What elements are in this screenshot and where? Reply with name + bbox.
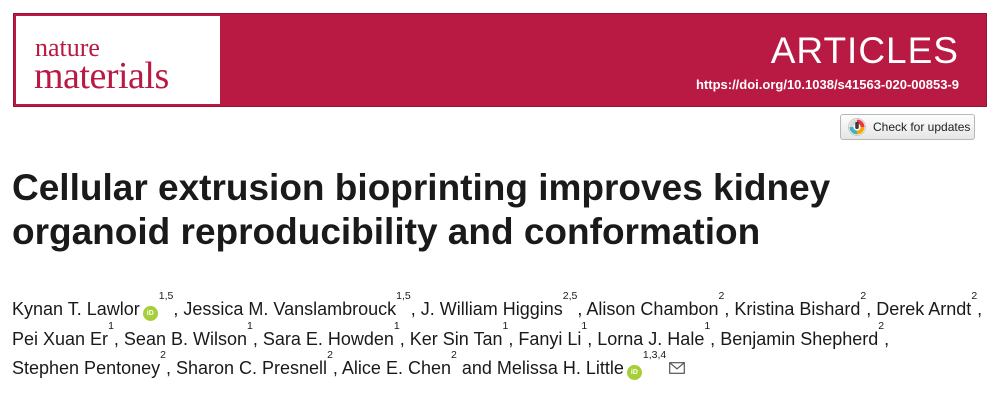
- author-name[interactable]: Benjamin Shepherd: [720, 328, 879, 349]
- author-14: Stephen Pentoney2: [12, 350, 166, 378]
- author-separator: ,: [724, 299, 735, 319]
- author-separator: ,: [977, 299, 983, 319]
- author-separator: ,: [508, 328, 519, 349]
- author-name[interactable]: Ker Sin Tan: [409, 328, 503, 349]
- affiliation-marker[interactable]: 2,5: [562, 290, 578, 302]
- author-12: Lorna J. Hale1: [597, 320, 710, 349]
- author-name[interactable]: Sharon C. Presnell: [175, 358, 328, 378]
- author-10: Ker Sin Tan1: [409, 320, 509, 349]
- author-separator: ,: [252, 328, 263, 349]
- author-8: Sean B. Wilson1: [123, 320, 253, 349]
- affiliation-marker[interactable]: 2: [878, 319, 885, 332]
- author-separator: and: [456, 358, 497, 378]
- orcid-icon[interactable]: iD: [142, 306, 158, 321]
- orcid-icon[interactable]: iD: [626, 365, 642, 380]
- affiliation-marker[interactable]: 2: [327, 349, 333, 361]
- affiliation-marker[interactable]: 2: [971, 290, 978, 302]
- author-9: Sara E. Howden1: [262, 320, 400, 349]
- affiliation-marker[interactable]: 1: [393, 319, 400, 332]
- author-name[interactable]: Jessica M. Vanslambrouck: [183, 299, 397, 319]
- author-separator: ,: [332, 358, 342, 378]
- affiliation-marker[interactable]: 1: [581, 319, 588, 332]
- author-13: Benjamin Shepherd2: [720, 320, 884, 349]
- author-name[interactable]: Fanyi Li: [518, 328, 582, 349]
- journal-masthead: nature materials ARTICLES https://doi.or…: [13, 13, 987, 107]
- author-name[interactable]: J. William Higgins: [420, 299, 563, 319]
- envelope-icon[interactable]: [669, 362, 686, 374]
- check-for-updates-label: Check for updates: [873, 120, 971, 134]
- journal-logo[interactable]: nature materials: [15, 15, 221, 105]
- affiliation-marker[interactable]: 2: [160, 349, 166, 361]
- logo-nature: nature: [35, 33, 100, 62]
- affiliation-marker[interactable]: 1,3,4: [642, 349, 667, 361]
- author-name[interactable]: Lorna J. Hale: [597, 328, 705, 349]
- logo-materials: materials: [34, 55, 169, 97]
- affiliation-marker[interactable]: 1,5: [158, 290, 174, 302]
- author-name[interactable]: Stephen Pentoney: [12, 358, 161, 378]
- affiliation-marker[interactable]: 1,5: [396, 290, 411, 302]
- author-2: Jessica M. Vanslambrouck1,5: [183, 291, 410, 319]
- article-type: ARTICLES: [770, 30, 959, 71]
- author-separator: ,: [866, 299, 877, 319]
- author-name[interactable]: Derek Arndt: [876, 299, 972, 319]
- doi-link[interactable]: https://doi.org/10.1038/s41563-020-00853…: [695, 77, 959, 92]
- author-separator: ,: [165, 358, 176, 378]
- author-15: Sharon C. Presnell2: [175, 350, 333, 378]
- author-separator: ,: [173, 299, 184, 319]
- author-separator: ,: [113, 328, 124, 349]
- affiliation-marker[interactable]: 1: [502, 319, 509, 332]
- author-separator: ,: [577, 299, 587, 319]
- author-4: Alison Chambon2: [586, 291, 724, 319]
- author-7: Pei Xuan Er1: [12, 320, 114, 349]
- author-17: Melissa H. Little iD1,3,4: [496, 350, 686, 380]
- affiliation-marker[interactable]: 2: [718, 290, 725, 302]
- author-name[interactable]: Kynan T. Lawlor: [12, 299, 140, 319]
- author-name[interactable]: Melissa H. Little: [496, 358, 624, 378]
- affiliation-marker[interactable]: 2: [450, 349, 457, 361]
- author-separator: ,: [710, 328, 721, 349]
- author-separator: ,: [884, 328, 890, 349]
- author-3: J. William Higgins2,5: [420, 291, 578, 319]
- check-for-updates-button[interactable]: Check for updates: [840, 114, 975, 140]
- author-name[interactable]: Sara E. Howden: [262, 328, 394, 349]
- affiliation-marker[interactable]: 2: [860, 290, 867, 302]
- author-separator: ,: [410, 299, 421, 319]
- author-separator: ,: [399, 328, 410, 349]
- author-list: Kynan T. Lawlor iD1,5, Jessica M. Vanslam…: [12, 291, 997, 384]
- author-name[interactable]: Alison Chambon: [586, 299, 719, 319]
- article-title: Cellular extrusion bioprinting improves …: [12, 167, 831, 252]
- affiliation-marker[interactable]: 1: [246, 319, 253, 332]
- author-1: Kynan T. Lawlor iD1,5: [12, 291, 173, 321]
- author-11: Fanyi Li1: [518, 320, 587, 349]
- author-separator: ,: [587, 328, 598, 349]
- author-16: Alice E. Chen2: [341, 350, 457, 378]
- crossmark-icon: [848, 118, 866, 136]
- author-name[interactable]: Kristina Bishard: [734, 299, 861, 319]
- author-5: Kristina Bishard2: [734, 291, 866, 319]
- affiliation-marker[interactable]: 1: [704, 319, 711, 332]
- author-name[interactable]: Alice E. Chen: [341, 358, 451, 378]
- affiliation-marker[interactable]: 1: [108, 319, 114, 332]
- author-name[interactable]: Sean B. Wilson: [123, 328, 247, 349]
- author-name[interactable]: Pei Xuan Er: [12, 328, 109, 349]
- author-6: Derek Arndt2: [876, 291, 977, 319]
